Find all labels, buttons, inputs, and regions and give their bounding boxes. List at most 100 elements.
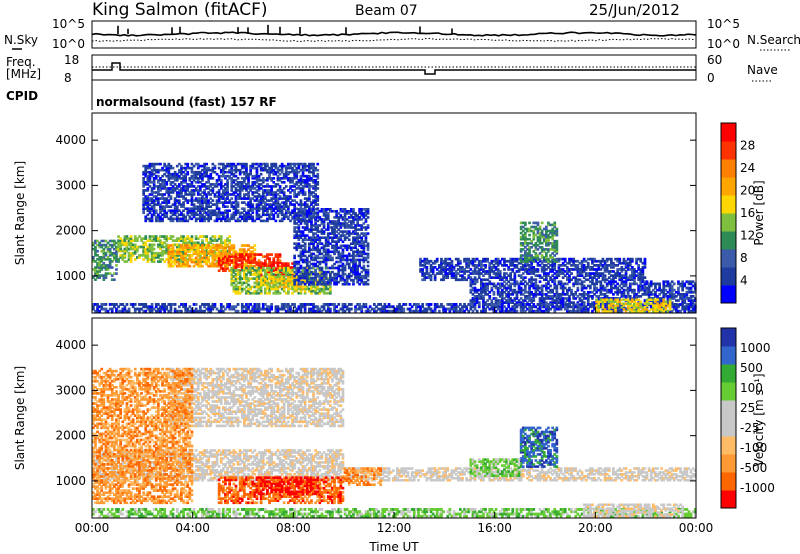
data-cell: [299, 252, 303, 256]
data-cell: [142, 170, 145, 174]
data-cell: [318, 274, 322, 278]
data-cell: [293, 274, 296, 278]
data-cell: [282, 283, 286, 287]
data-cell: [303, 226, 307, 229]
data-cell: [228, 269, 231, 272]
data-cell: [333, 262, 336, 266]
data-cell: [322, 274, 326, 278]
data-cell: [517, 288, 521, 292]
data-cell: [362, 246, 366, 250]
data-cell: [171, 209, 175, 212]
data-cell: [628, 261, 632, 265]
data-cell: [234, 211, 238, 215]
data-cell: [196, 193, 200, 196]
data-cell: [154, 174, 158, 178]
data-cell: [219, 239, 223, 242]
data-cell: [117, 235, 120, 238]
data-cell: [618, 274, 622, 277]
data-cell: [192, 260, 196, 264]
data-cell: [205, 203, 208, 206]
data-cell: [603, 278, 607, 282]
data-cell: [247, 244, 250, 247]
data-cell: [178, 193, 181, 196]
data-cell: [98, 276, 101, 279]
data-cell: [230, 168, 234, 172]
data-cell: [605, 268, 609, 271]
data-cell: [534, 278, 538, 282]
data-cell: [230, 213, 234, 217]
data-cell: [641, 272, 645, 275]
data-cell: [293, 222, 296, 225]
data-cell: [268, 203, 271, 206]
data-cell: [454, 257, 458, 261]
data-cell: [352, 236, 355, 239]
data-cell: [308, 208, 311, 211]
data-cell: [308, 272, 311, 276]
data-cell: [196, 181, 200, 184]
data-cell: [463, 276, 466, 279]
data-cell: [524, 297, 527, 300]
data-cell: [251, 183, 255, 186]
data-cell: [190, 243, 194, 247]
data-cell: [635, 257, 638, 261]
data-cell: [473, 268, 477, 271]
data-cell: [207, 185, 210, 188]
data-cell: [249, 271, 252, 274]
data-cell: [463, 268, 466, 271]
data-cell: [345, 254, 349, 258]
data-cell: [219, 201, 223, 204]
data-cell: [245, 219, 248, 223]
data-cell: [165, 166, 169, 170]
data-cell: [314, 195, 317, 198]
data-cell: [173, 260, 177, 264]
data-cell: [326, 256, 330, 260]
data-cell: [284, 195, 288, 198]
data-cell: [268, 291, 271, 295]
data-cell: [257, 265, 261, 268]
data-cell: [364, 208, 368, 211]
data-cell: [314, 197, 317, 200]
data-cell: [190, 248, 194, 251]
data-cell: [498, 276, 502, 279]
data-cell: [358, 264, 361, 268]
data-cell: [358, 210, 361, 213]
data-cell: [272, 291, 276, 295]
data-cell: [284, 271, 288, 274]
data-cell: [301, 210, 305, 213]
data-cell: [513, 290, 517, 294]
data-cell: [532, 272, 536, 275]
data-cell: [264, 262, 267, 265]
data-cell: [626, 278, 630, 282]
data-cell: [589, 272, 592, 275]
data-cell: [203, 252, 206, 256]
noise-panel: N.Sky 10^5 10^0 10^5 10^0 N.Search: [4, 17, 800, 51]
data-cell: [247, 183, 250, 186]
data-cell: [324, 266, 328, 270]
data-cell: [196, 162, 200, 166]
data-cell: [236, 211, 240, 215]
data-cell: [354, 244, 357, 248]
data-cell: [312, 248, 315, 252]
data-cell: [266, 213, 269, 217]
data-cell: [236, 285, 240, 289]
data-cell: [228, 235, 231, 238]
data-cell: [333, 220, 336, 223]
data-cell: [329, 289, 332, 293]
data-cell: [337, 238, 341, 241]
data-cell: [568, 257, 571, 261]
data-cell: [310, 207, 313, 210]
data-cell: [352, 232, 355, 235]
data-cell: [364, 270, 368, 274]
data-cell: [186, 189, 190, 192]
data-cell: [324, 218, 328, 221]
data-cell: [199, 207, 202, 210]
data-cell: [442, 259, 445, 263]
data-cell: [549, 276, 552, 279]
data-cell: [152, 205, 156, 208]
data-cell: [320, 210, 324, 213]
data-cell: [234, 168, 238, 172]
data-cell: [268, 215, 271, 219]
data-cell: [641, 266, 645, 269]
data-cell: [184, 244, 187, 247]
data-cell: [517, 301, 521, 304]
